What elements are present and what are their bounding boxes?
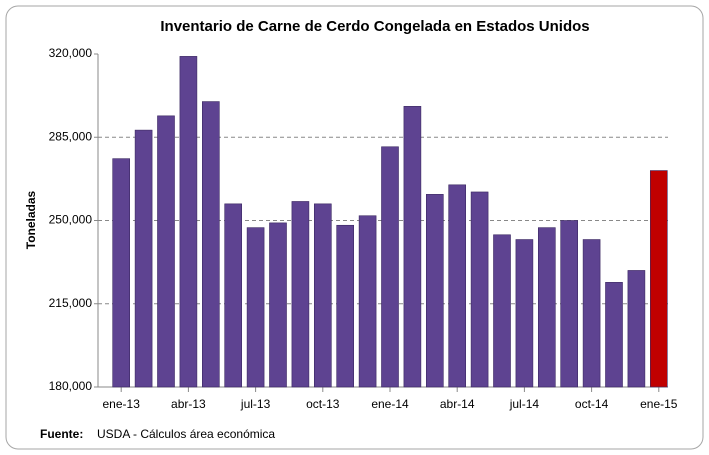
bar bbox=[537, 227, 556, 388]
bar bbox=[582, 239, 601, 388]
bar bbox=[269, 222, 287, 388]
bar bbox=[493, 234, 511, 388]
bar bbox=[381, 146, 399, 388]
x-tick-label: oct-14 bbox=[575, 397, 609, 411]
bar bbox=[515, 239, 534, 388]
x-tick-label: abr-14 bbox=[440, 397, 475, 411]
bar bbox=[403, 106, 422, 388]
bar bbox=[224, 203, 242, 388]
bar bbox=[336, 224, 355, 388]
y-tick-label: 180,000 bbox=[49, 379, 93, 393]
x-tick-label: abr-13 bbox=[171, 397, 206, 411]
source-label: Fuente: bbox=[40, 427, 83, 441]
bar bbox=[112, 158, 130, 388]
bar bbox=[313, 203, 332, 388]
bar bbox=[157, 115, 175, 388]
bar bbox=[246, 227, 265, 388]
bar bbox=[358, 215, 377, 388]
bar bbox=[291, 201, 310, 388]
y-tick-label: 250,000 bbox=[49, 213, 93, 227]
bar bbox=[448, 184, 467, 388]
y-tick-label: 320,000 bbox=[49, 46, 93, 60]
x-tick-label: ene-15 bbox=[640, 397, 678, 411]
bar bbox=[202, 101, 220, 388]
x-tick-label: ene-13 bbox=[103, 397, 141, 411]
y-tick-label: 215,000 bbox=[49, 296, 93, 310]
x-tick-label: oct-13 bbox=[306, 397, 340, 411]
bar bbox=[649, 170, 668, 388]
x-tick-label: ene-14 bbox=[371, 397, 409, 411]
bar bbox=[179, 56, 198, 388]
bar bbox=[425, 194, 444, 388]
x-tick-label: jul-13 bbox=[240, 397, 271, 411]
bar bbox=[627, 270, 646, 388]
y-axis-title: Toneladas bbox=[24, 190, 38, 249]
bar bbox=[134, 129, 153, 388]
x-tick-label: jul-14 bbox=[509, 397, 540, 411]
chart-title: Inventario de Carne de Cerdo Congelada e… bbox=[160, 18, 589, 35]
bar bbox=[605, 282, 623, 388]
bar bbox=[470, 191, 489, 388]
bar bbox=[560, 220, 579, 388]
y-tick-label: 285,000 bbox=[49, 129, 93, 143]
source-text: USDA - Cálculos área económica bbox=[97, 427, 275, 441]
